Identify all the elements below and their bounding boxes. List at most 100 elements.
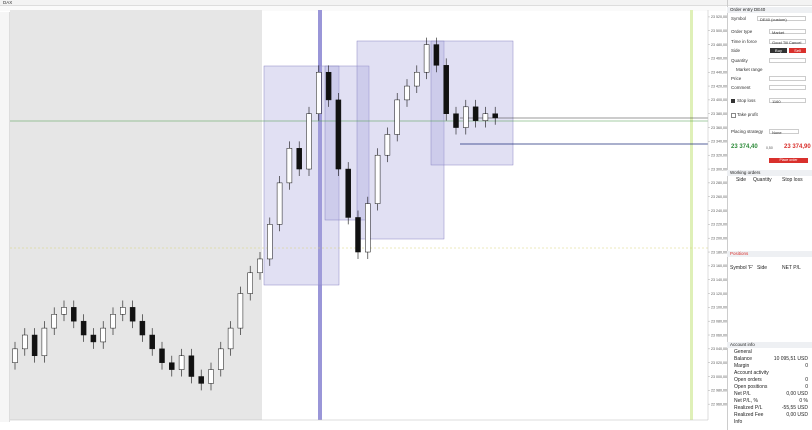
label: Price (731, 76, 742, 81)
vertical-band (318, 10, 322, 420)
strategy[interactable]: None (769, 129, 799, 135)
price-field[interactable] (769, 76, 806, 81)
candle-body (257, 258, 263, 274)
bid-price[interactable]: 23 374,40 (731, 144, 758, 150)
candle-body (100, 327, 106, 343)
candle-body (247, 272, 253, 294)
label: Open orders (734, 377, 762, 383)
group-title[interactable]: Info (734, 419, 743, 425)
label: Comment (731, 85, 751, 90)
panel-header: Account info (727, 342, 812, 348)
y-tick-label: 23 040,00 (711, 347, 727, 351)
label: Realized Fee (734, 412, 764, 418)
y-tick-label: 23 260,00 (711, 195, 727, 199)
candle-body (208, 369, 214, 384)
label: Placing strategy (731, 129, 764, 134)
zone-box (430, 40, 514, 166)
label: Symbol (731, 16, 747, 21)
label: Order type (731, 29, 753, 34)
value: -55,55 USD (781, 405, 808, 411)
shaded-region (10, 10, 262, 420)
label: Time in force (731, 39, 757, 44)
candle-body (306, 113, 312, 170)
value: 0 (805, 384, 808, 390)
label: Side (731, 48, 741, 53)
y-tick-label: 23 220,00 (711, 223, 727, 227)
y-tick-label: 23 360,00 (711, 126, 727, 130)
y-tick-label: 23 020,00 (711, 361, 727, 365)
y-tick-label: 23 400,00 (711, 98, 727, 102)
candle-body (61, 307, 67, 315)
label: Realized P/L (734, 405, 763, 411)
y-tick-label: 23 080,00 (711, 319, 727, 323)
column-header[interactable]: Quantity (753, 177, 772, 183)
ask-price[interactable]: 23 374,90 (784, 144, 811, 150)
y-tick-label: 23 500,00 (711, 29, 727, 33)
candle-body (178, 355, 185, 370)
group-title[interactable]: Account activity (734, 370, 769, 376)
y-tick-label: 23 120,00 (711, 292, 727, 296)
candle-body (31, 334, 38, 357)
candle-body (110, 314, 116, 329)
column-header[interactable]: Side (757, 265, 768, 271)
candle-body (71, 307, 77, 322)
checkbox-label[interactable]: Market range (736, 67, 763, 72)
candle-body (22, 334, 28, 350)
buy-button[interactable]: Buy (770, 48, 787, 53)
y-tick-label: 23 340,00 (711, 140, 727, 144)
panel-header: Positions (727, 251, 812, 257)
title-bar: DAX (0, 0, 812, 6)
candle-body (218, 348, 224, 370)
y-tick-label: 23 300,00 (711, 167, 727, 171)
candle-body (149, 334, 155, 350)
value: 0 (805, 363, 808, 369)
candle-body (198, 376, 204, 384)
candle-body (433, 44, 440, 66)
column-header[interactable]: Side (736, 177, 747, 183)
tif[interactable]: Good Till Cancel (769, 39, 806, 45)
vertical-band (690, 10, 693, 420)
checkbox[interactable] (731, 113, 736, 118)
y-tick-label: 23 240,00 (711, 209, 727, 213)
column-header[interactable]: Symbol 'F' (730, 265, 754, 271)
candle-body (482, 113, 489, 121)
comment-field[interactable] (769, 85, 806, 90)
candle-body (90, 334, 97, 343)
candle-body (159, 348, 165, 363)
sell-button[interactable]: Sell (789, 48, 806, 53)
y-tick-label: 23 060,00 (711, 333, 727, 337)
symbol-field[interactable]: DE40 (custom) (757, 16, 806, 22)
candle-body (492, 113, 498, 119)
stop-loss-field[interactable]: 1160 (769, 98, 806, 104)
candle-body (365, 203, 371, 253)
y-tick-label: 23 180,00 (711, 250, 727, 254)
y-tick-label: 23 420,00 (711, 84, 727, 88)
label: Stop loss (737, 98, 756, 103)
divider (727, 0, 728, 430)
candle-body (423, 44, 430, 73)
checkbox[interactable] (731, 99, 735, 103)
candle-body (472, 106, 479, 121)
y-tick-label: 23 200,00 (711, 237, 727, 241)
candle-body (188, 355, 195, 377)
y-tick-label: 23 100,00 (711, 306, 727, 310)
zone-box (356, 40, 445, 240)
y-tick-label: 22 980,00 (711, 389, 727, 393)
candle-body (139, 320, 146, 336)
candle-body (51, 314, 57, 329)
column-header[interactable]: Stop loss (782, 177, 803, 183)
quantity-field[interactable] (769, 58, 806, 63)
label: Quantity (731, 58, 748, 63)
y-tick-label: 23 380,00 (711, 112, 727, 116)
candle-body (404, 85, 410, 101)
column-header[interactable]: NET P/L (782, 265, 801, 271)
place-order-button[interactable]: Place order (769, 158, 808, 163)
group-title[interactable]: General (734, 349, 752, 355)
candle-body (384, 134, 391, 156)
spread: 0,50 (766, 146, 773, 150)
value: 0,00 USD (786, 391, 808, 397)
order-type[interactable]: Market (769, 29, 806, 35)
candle-body (443, 65, 449, 114)
candle-body (80, 320, 87, 336)
